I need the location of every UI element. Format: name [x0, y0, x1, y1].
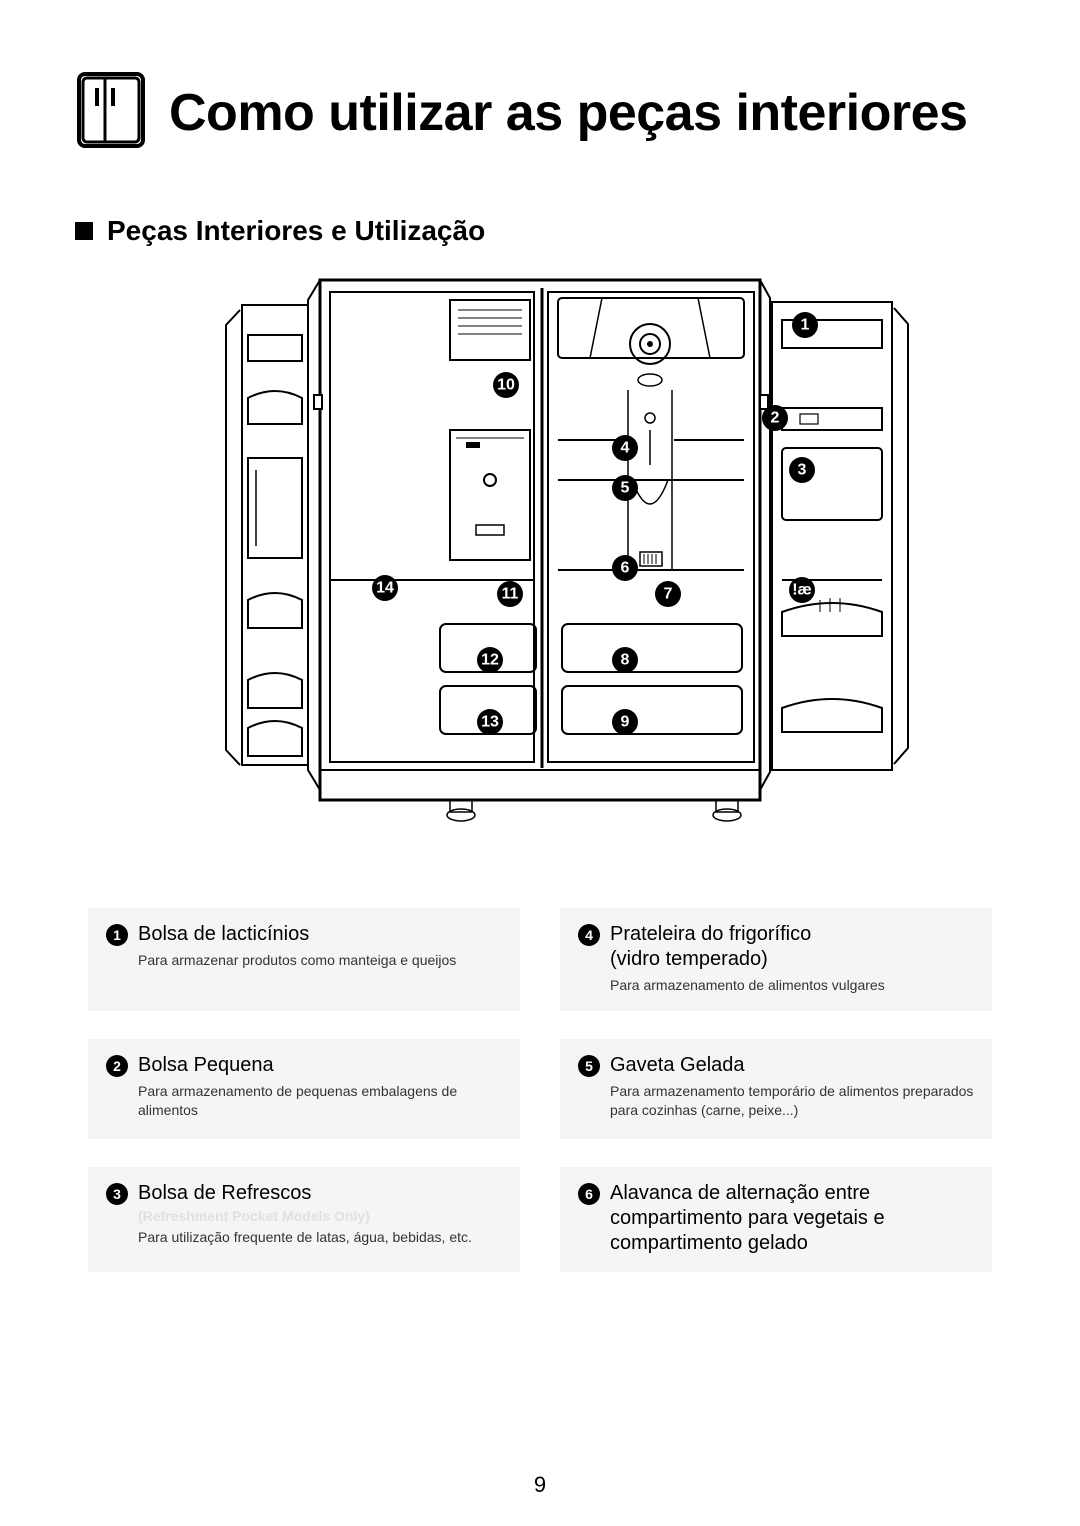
legend-title: Bolsa de lacticínios — [138, 922, 309, 947]
legend-description: Para armazenar produtos como manteiga e … — [138, 951, 502, 970]
legend-item-5: 5 Gaveta Gelada Para armazenamento temporá… — [560, 1039, 992, 1139]
legend-description: Para utilização frequente de latas, água… — [138, 1228, 502, 1247]
legend-title: Gaveta Gelada — [610, 1053, 745, 1078]
diagram-freezer-door — [226, 280, 322, 790]
callout-11: 11 — [497, 581, 523, 607]
callout-6: 6 — [612, 555, 638, 581]
svg-text:14: 14 — [376, 580, 394, 597]
callout-14: 14 — [372, 575, 398, 601]
callout-9: 9 — [612, 709, 638, 735]
callout-12: 12 — [477, 647, 503, 673]
page: Como utilizar as peças interiores Peças … — [0, 0, 1080, 1526]
svg-text:11: 11 — [502, 586, 519, 603]
callout-13: 13 — [477, 709, 503, 735]
fridge-icon — [75, 70, 147, 155]
svg-text:!æ: !æ — [792, 582, 812, 599]
svg-text:8: 8 — [621, 652, 630, 669]
legend-item-3: 3 Bolsa de Refrescos (Refreshment Pocket M… — [88, 1167, 520, 1272]
legend: 1 Bolsa de lacticínios Para armazenar prod… — [88, 908, 992, 1272]
legend-description: Para armazenamento de alimentos vulgares — [610, 976, 974, 995]
svg-text:5: 5 — [621, 480, 630, 497]
legend-description: Para armazenamento temporário de aliment… — [610, 1082, 974, 1120]
callout-3: 3 — [789, 457, 815, 483]
legend-number-icon: 2 — [106, 1055, 128, 1077]
section-heading-row: Peças Interiores e Utilização — [75, 215, 485, 247]
callout-5: 5 — [612, 475, 638, 501]
page-number: 9 — [0, 1472, 1080, 1498]
legend-title: Bolsa de Refrescos — [138, 1181, 311, 1206]
legend-number-icon: 3 — [106, 1183, 128, 1205]
diagram-fridge-interior — [548, 292, 754, 762]
legend-number-icon: 5 — [578, 1055, 600, 1077]
svg-text:10: 10 — [497, 377, 515, 394]
legend-description: Para armazenamento de pequenas embalagen… — [138, 1082, 502, 1120]
legend-subtitle: (vidro temperado) — [610, 947, 811, 972]
callout-10: 10 — [493, 372, 519, 398]
svg-text:7: 7 — [664, 586, 673, 603]
legend-note: (Refreshment Pocket Models Only) — [138, 1208, 502, 1224]
legend-number-icon: 4 — [578, 924, 600, 946]
callout-15: !æ — [789, 577, 815, 603]
svg-text:9: 9 — [621, 714, 630, 731]
diagram-freezer-interior — [330, 292, 536, 762]
svg-text:12: 12 — [481, 652, 499, 669]
legend-number-icon: 1 — [106, 924, 128, 946]
svg-text:1: 1 — [801, 317, 810, 334]
bullet-square-icon — [75, 222, 93, 240]
diagram-fridge-door — [760, 280, 908, 790]
legend-item-1: 1 Bolsa de lacticínios Para armazenar prod… — [88, 908, 520, 1011]
svg-text:2: 2 — [771, 410, 780, 427]
callout-4: 4 — [612, 435, 638, 461]
page-header: Como utilizar as peças interiores — [75, 70, 1005, 155]
legend-item-4: 4 Prateleira do frigorífico(vidro tempera… — [560, 908, 992, 1011]
legend-number-icon: 6 — [578, 1183, 600, 1205]
svg-text:4: 4 — [621, 440, 630, 457]
section-heading: Peças Interiores e Utilização — [107, 215, 485, 247]
svg-text:6: 6 — [621, 560, 630, 577]
callout-8: 8 — [612, 647, 638, 673]
legend-title: Prateleira do frigorífico(vidro temperad… — [610, 922, 811, 972]
legend-title: Alavanca de alternação entre compartimen… — [610, 1181, 974, 1256]
legend-item-6: 6 Alavanca de alternação entre compartime… — [560, 1167, 992, 1272]
page-title: Como utilizar as peças interiores — [169, 83, 967, 143]
svg-text:13: 13 — [481, 714, 499, 731]
callout-1: 1 — [792, 312, 818, 338]
legend-title: Bolsa Pequena — [138, 1053, 274, 1078]
svg-text:3: 3 — [798, 462, 807, 479]
callout-2: 2 — [762, 405, 788, 431]
refrigerator-diagram: 1234567!æ891011121314 — [170, 270, 910, 870]
legend-item-2: 2 Bolsa Pequena Para armazenamento de pequ… — [88, 1039, 520, 1139]
callout-7: 7 — [655, 581, 681, 607]
